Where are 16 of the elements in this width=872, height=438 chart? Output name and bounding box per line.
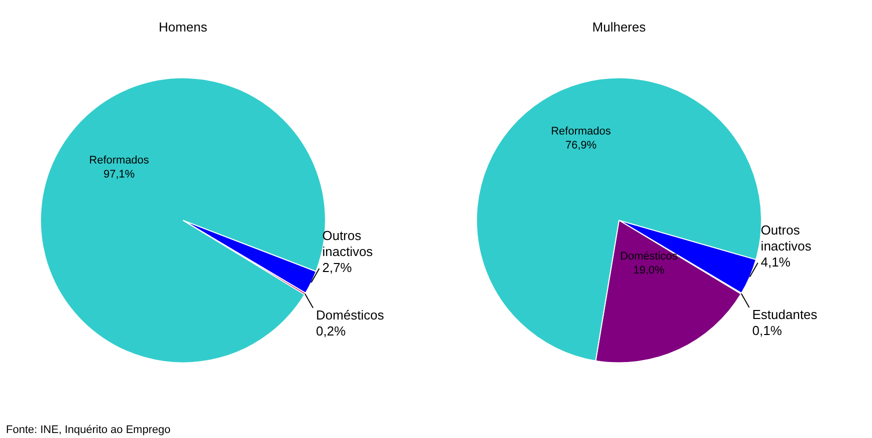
slice-label: Reformados xyxy=(550,126,612,138)
data-label: 0,2% xyxy=(316,323,346,338)
data-label: 4,1% xyxy=(760,254,791,270)
chart-title: Mulheres xyxy=(592,19,646,34)
data-label: 0,1% xyxy=(752,323,782,338)
slice-label: Outros inactivos xyxy=(760,222,812,254)
data-label: 97,1% xyxy=(103,168,135,180)
data-label: 76,9% xyxy=(565,140,597,152)
data-label: 2,7% xyxy=(322,260,352,276)
slice-label: Domésticos xyxy=(620,250,678,263)
slice-label: Estudantes xyxy=(752,307,818,322)
slice-label: Reformados xyxy=(89,154,150,166)
data-label: 19,0% xyxy=(633,264,665,277)
source-note: Fonte: INE, Inquérito ao Emprego xyxy=(6,424,170,436)
chart-title: Homens xyxy=(158,19,208,34)
slice-label: Domésticos xyxy=(316,307,384,322)
